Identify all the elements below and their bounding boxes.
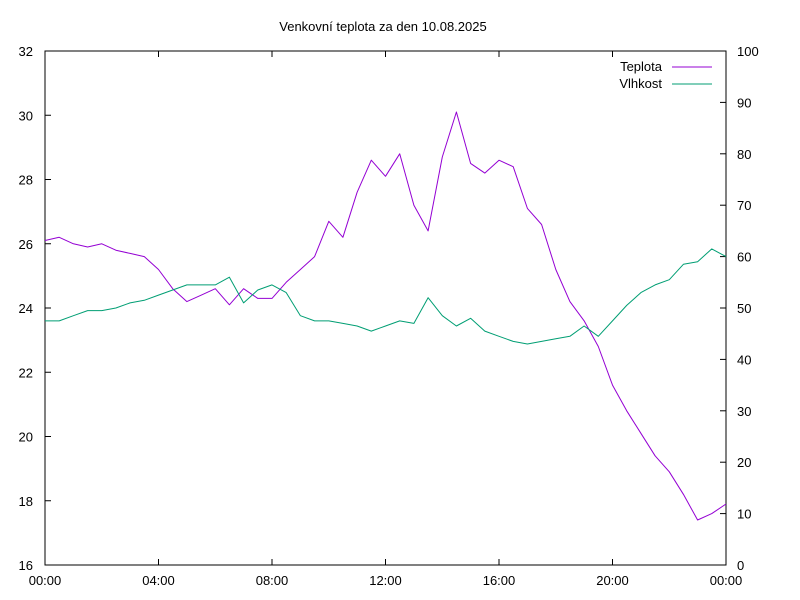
y-tick-label: 18 — [19, 494, 33, 509]
x-tick-label: 08:00 — [256, 573, 289, 588]
y2-tick-label: 30 — [737, 404, 751, 419]
series-line-vlhkost — [45, 248, 727, 345]
x-tick-label: 16:00 — [483, 573, 516, 588]
series-layer — [44, 111, 727, 521]
series-line-teplota — [44, 111, 727, 521]
y-tick-label: 24 — [19, 301, 33, 316]
x-tick-label: 04:00 — [142, 573, 175, 588]
chart-title: Venkovní teplota za den 10.08.2025 — [279, 19, 486, 34]
legend: Teplota Vlhkost — [619, 59, 712, 91]
axes: 16 18 20 22 24 26 28 30 32 0 10 20 30 40 50 60 70 80 90 100… — [19, 44, 759, 588]
y2-tick-label: 0 — [737, 558, 744, 573]
legend-label: Teplota — [620, 59, 663, 74]
y-tick-label: 16 — [19, 558, 33, 573]
y-tick-label: 28 — [19, 173, 33, 188]
y2-tick-label: 50 — [737, 301, 751, 316]
y2-tick-label: 60 — [737, 250, 751, 265]
y2-tick-label: 20 — [737, 455, 751, 470]
x-tick-label: 00:00 — [29, 573, 62, 588]
y-tick-label: 26 — [19, 237, 33, 252]
y-tick-label: 30 — [19, 108, 33, 123]
y-tick-label: 22 — [19, 365, 33, 380]
x-tick-label: 20:00 — [596, 573, 629, 588]
y-tick-label: 20 — [19, 430, 33, 445]
y2-tick-label: 40 — [737, 352, 751, 367]
y2-tick-label: 70 — [737, 198, 751, 213]
legend-label: Vlhkost — [619, 76, 662, 91]
x-tick-label: 12:00 — [369, 573, 402, 588]
y2-tick-label: 10 — [737, 507, 751, 522]
y2-tick-label: 80 — [737, 147, 751, 162]
y-tick-label: 32 — [19, 44, 33, 59]
y2-tick-label: 90 — [737, 95, 751, 110]
y2-tick-label: 100 — [737, 44, 759, 59]
x-tick-label: 00:00 — [710, 573, 743, 588]
